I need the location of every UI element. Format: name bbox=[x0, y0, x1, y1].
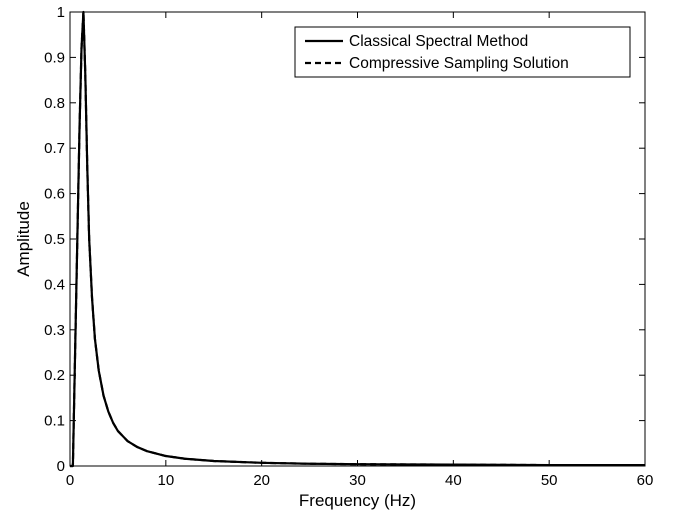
y-tick-label: 0.3 bbox=[44, 322, 65, 339]
y-axis: 0 0.1 0.2 0.3 0.4 0.5 0.6 0.7 0.8 0.9 1 bbox=[44, 4, 645, 475]
series-line-classical bbox=[70, 10, 645, 468]
y-tick-label: 0.8 bbox=[44, 95, 65, 112]
y-axis-label: Amplitude bbox=[14, 201, 33, 277]
x-tick-label: 20 bbox=[253, 472, 270, 489]
legend-label-compressive: Compressive Sampling Solution bbox=[349, 55, 569, 72]
x-tick-label: 10 bbox=[157, 472, 174, 489]
x-tick-label: 30 bbox=[349, 472, 366, 489]
x-tick-label: 50 bbox=[541, 472, 558, 489]
y-tick-label: 0.1 bbox=[44, 413, 65, 430]
y-tick-label: 0 bbox=[57, 458, 65, 475]
x-axis: 0 10 20 30 40 50 60 bbox=[66, 12, 654, 489]
x-axis-label: Frequency (Hz) bbox=[299, 491, 416, 510]
x-tick-label: 40 bbox=[445, 472, 462, 489]
y-tick-label: 0.2 bbox=[44, 367, 65, 384]
y-tick-label: 0.4 bbox=[44, 276, 65, 293]
y-tick-label: 1 bbox=[57, 4, 65, 21]
series-layer bbox=[70, 10, 645, 468]
legend-label-classical: Classical Spectral Method bbox=[349, 33, 528, 50]
series-line-compressive bbox=[70, 10, 645, 468]
y-tick-label: 0.7 bbox=[44, 140, 65, 157]
x-tick-label: 60 bbox=[637, 472, 654, 489]
plot-frame bbox=[69, 11, 646, 467]
y-tick-label: 0.9 bbox=[44, 49, 65, 66]
y-tick-label: 0.5 bbox=[44, 231, 65, 248]
legend-box bbox=[294, 26, 631, 78]
x-tick-label: 0 bbox=[66, 472, 74, 489]
y-tick-label: 0.6 bbox=[44, 186, 65, 203]
legend: Classical Spectral Method Compressive Sa… bbox=[294, 26, 631, 78]
